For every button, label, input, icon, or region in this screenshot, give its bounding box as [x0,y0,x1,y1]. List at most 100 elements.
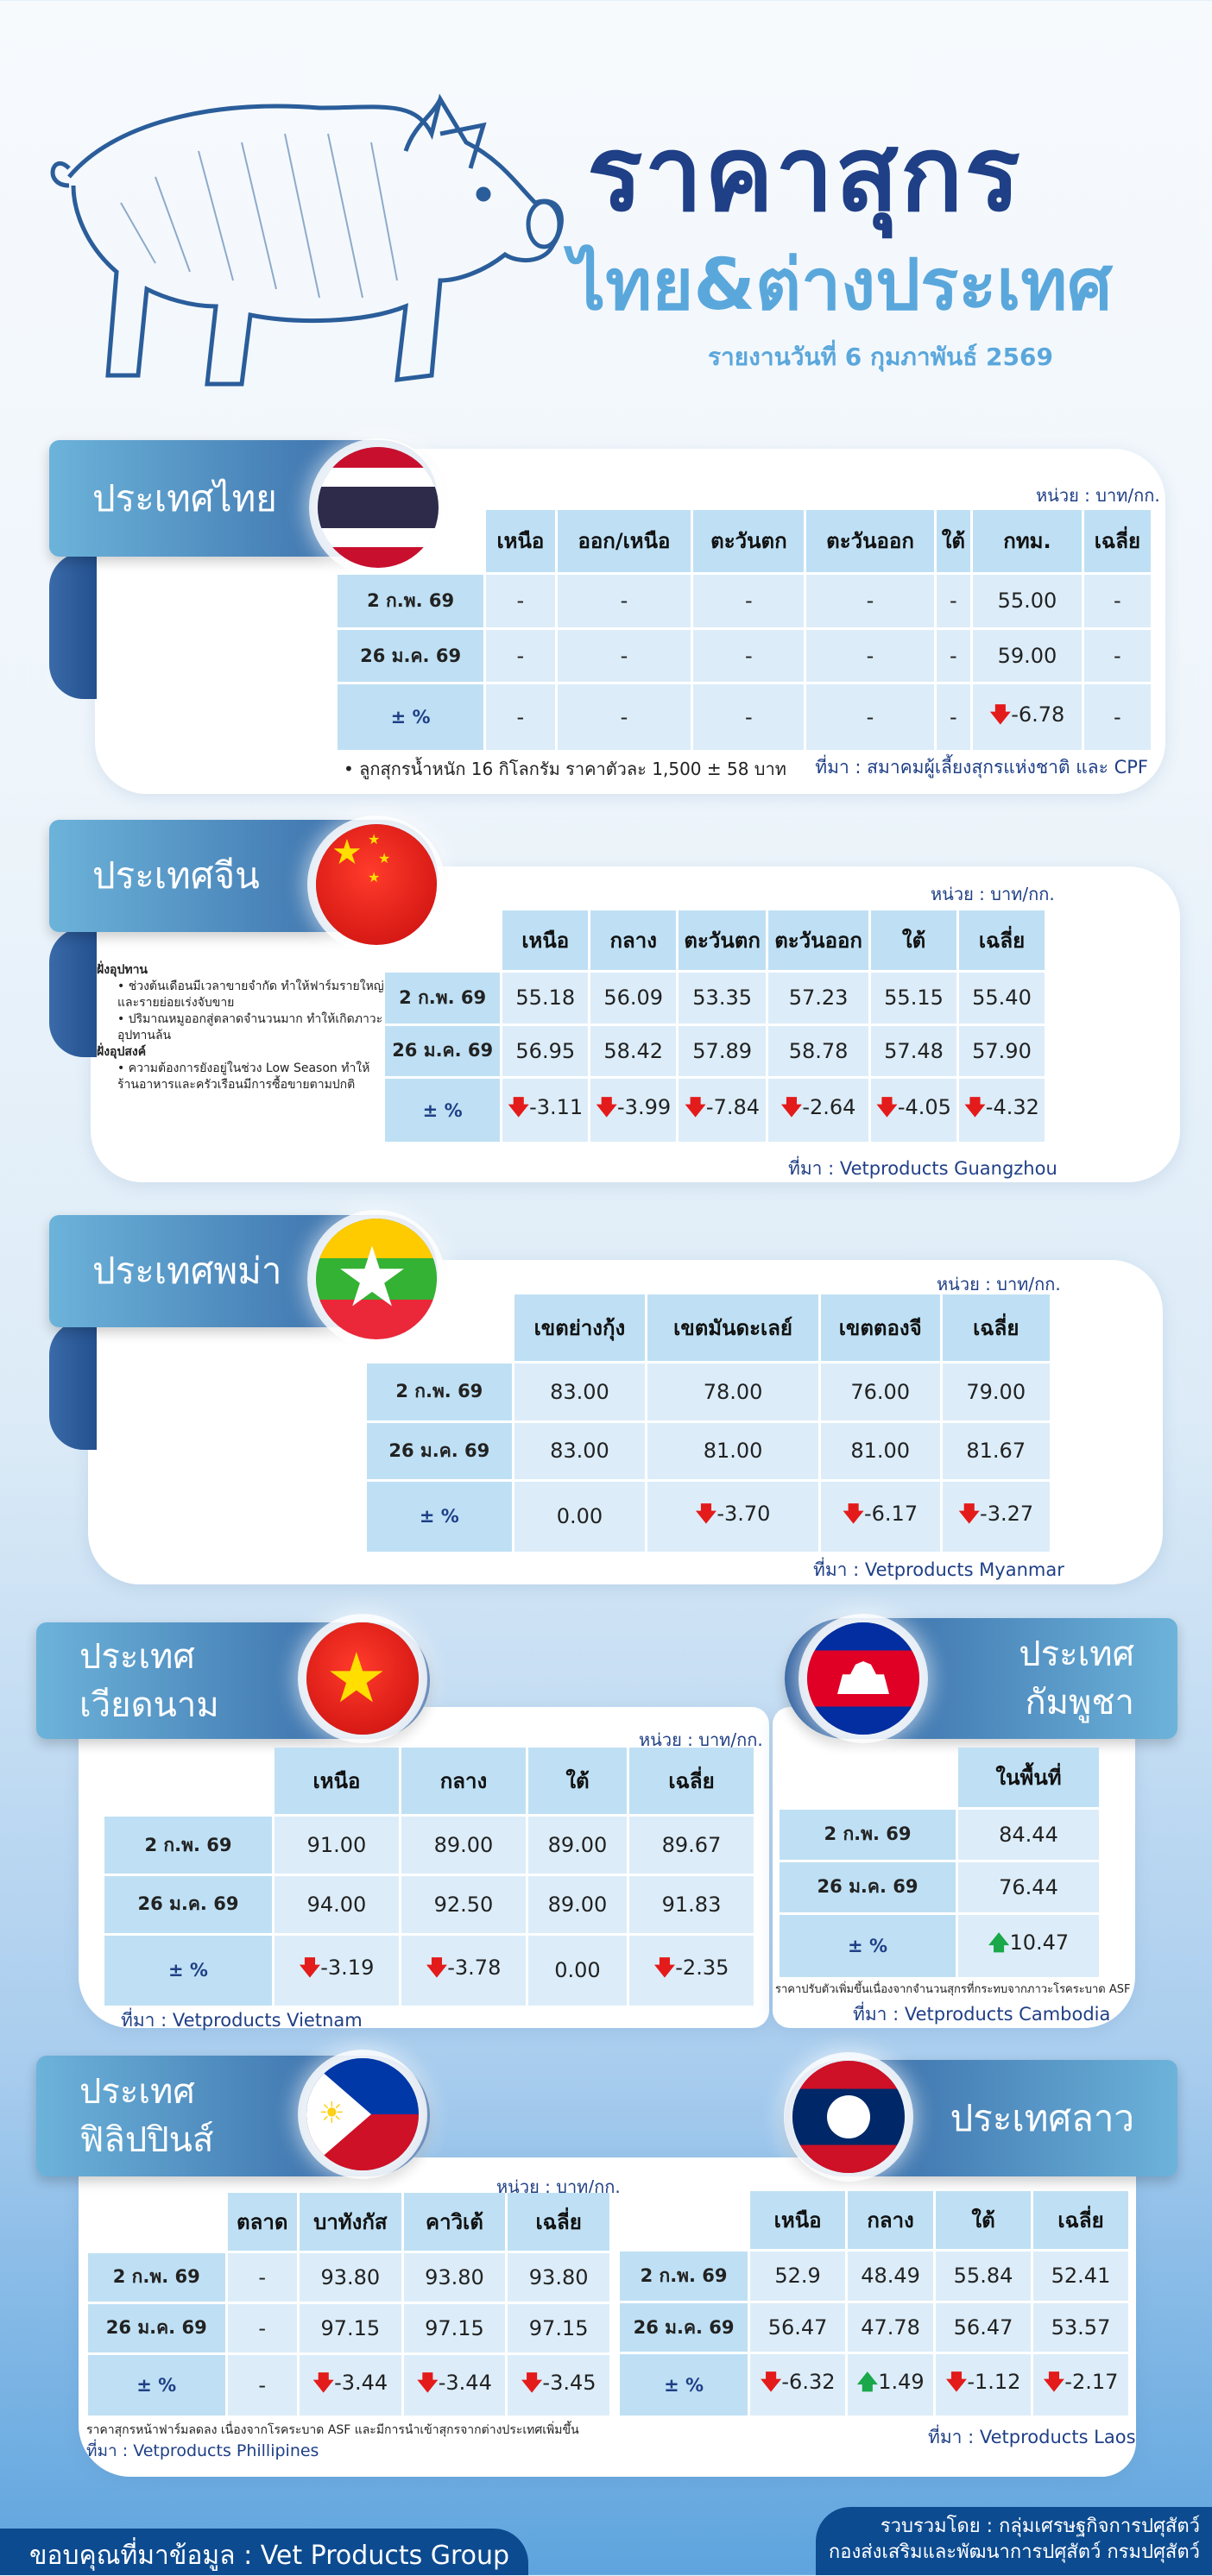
value: -6.78 [1011,702,1065,727]
value: - [620,705,628,730]
country-name: ประเทศลาว [950,2096,1134,2139]
price-cell: 53.57 [1033,2302,1128,2352]
price-cell: 🡇-6.32 [750,2354,846,2415]
value: - [516,644,525,669]
value: -3.45 [542,2370,597,2395]
country-name: ประเทศพม่า [92,1250,282,1292]
value: 55.15 [884,986,944,1011]
price-cell: 97.15 [508,2303,609,2353]
footer-compiled: รวบรวมโดย : กลุ่มเศรษฐกิจการปศุสัตว์ กอง… [816,2507,1212,2575]
compiled-line2: กองส่งเสริมและพัฒนาการปศุสัตว์ กรมปศุสัต… [828,2541,1200,2563]
arrow-down-icon: 🡇 [653,1955,676,1980]
price-cell: 97.15 [403,2303,506,2353]
thailand-price-table: เหนือ ออก/เหนือ ตะวันตก ตะวันออก ใต้ กทม. เฉลี… [335,507,1153,753]
table-row: ± % - - - - - 🡇-6.78- [338,684,1151,750]
supply-title: ฝั่งอุปทาน [97,963,148,977]
row-label: 2 ก.พ. 69 [620,2252,748,2301]
value: 93.80 [425,2264,484,2289]
price-cell: 47.78 [848,2302,934,2352]
value: 89.00 [547,1892,608,1917]
table-row: ± % - 🡇-3.44 🡇-3.44 🡇-3.45 [88,2355,609,2415]
row-label: 2 ก.พ. 69 [385,973,501,1023]
value: 56.47 [767,2315,828,2340]
value: -7.84 [705,1095,761,1120]
banner-curl [49,928,97,1057]
value: 52.41 [1051,2264,1111,2289]
column-header: เฉลี่ย [508,2193,609,2251]
thailand-flag-icon [318,447,439,568]
corner-cell [104,1748,272,1814]
unit-label: หน่วย : บาท/กก. [931,884,1055,904]
price-cell: 53.35 [679,973,767,1023]
table-row: 26 ม.ค. 69 56.95 58.42 57.89 58.78 57.48 57.90 [385,1025,1045,1077]
value: -2.35 [675,1955,729,1980]
header-row: เหนือ กลาง ใต้ เฉลี่ย [620,2191,1128,2250]
value: -3.99 [617,1095,672,1120]
value: 91.00 [306,1833,367,1858]
price-cell: 83.00 [514,1422,646,1479]
table-row: 2 ก.พ. 69 55.18 56.09 53.35 57.23 55.15 55.40 [385,973,1045,1023]
value: - [950,705,957,730]
price-cell: - [227,2355,297,2415]
price-cell: 89.00 [527,1876,627,1933]
value: - [1114,705,1121,730]
value: 97.15 [528,2315,589,2340]
column-header: ตลาด [227,2193,297,2251]
price-cell: 🡇-6.78 [973,684,1082,750]
source: ที่มา : Vetproducts Cambodia [853,2004,1111,2025]
value: 59.00 [997,644,1057,669]
price-cell: 79.00 [942,1364,1050,1420]
price-cell: - [693,684,805,750]
price-cell: 🡅10.47 [958,1914,1099,1977]
corner-cell [88,2193,225,2251]
table-row: 26 ม.ค. 69 94.00 92.50 89.00 91.83 [104,1876,754,1933]
price-cell: 🡇-3.19 [274,1935,399,2006]
table-row: ± % 0.00 🡇-3.70 🡇-6.17 🡇-3.27 [367,1481,1050,1552]
row-label: ± % [367,1481,512,1552]
source: ที่มา : Vetproducts Vietnam [121,2010,363,2031]
price-cell: 🡅1.49 [848,2354,934,2415]
footer-thanks: ขอบคุณที่มาข้อมูล : Vet Products Group [0,2529,528,2575]
banner-curl [49,1320,97,1450]
price-cell: 89.67 [628,1817,754,1874]
arrow-down-icon: 🡇 [695,1501,717,1526]
value: - [516,589,525,614]
unit-label: หน่วย : บาท/กก. [639,1729,763,1750]
value: 79.00 [966,1379,1026,1404]
value: - [516,705,525,730]
price-cell: 🡇-3.78 [401,1935,526,2006]
price-cell: 97.15 [299,2303,401,2353]
laos-price-table: เหนือ กลาง ใต้ เฉลี่ย 2 ก.พ. 69 52.9 48.49 55.8… [617,2189,1131,2418]
country-name-line1: ประเทศ [1019,1634,1134,1674]
price-cell: 58.78 [768,1025,869,1077]
value: 81.00 [703,1439,763,1464]
myanmar-price-table: เขตย่างกุ้ง เขตมันดะเลย์ เขตตองจี เฉลี่ย 2 ก… [364,1292,1052,1554]
table-row: 26 ม.ค. 69 56.47 47.78 56.47 53.57 [620,2302,1128,2352]
price-cell: 52.41 [1033,2252,1128,2301]
price-cell: 58.42 [590,1025,677,1077]
table-row: 26 ม.ค. 69 - - - - - 59.00 - [338,629,1151,683]
column-header: กลาง [848,2191,934,2250]
price-cell: 81.00 [820,1422,940,1479]
value: - [745,589,753,614]
table-row: 2 ก.พ. 69 84.44 [780,1809,1099,1860]
row-label: 26 ม.ค. 69 [367,1422,512,1479]
price-cell: - [227,2303,297,2353]
corner-cell [780,1748,956,1807]
value: 83.00 [550,1379,609,1404]
column-header: ใต้ [936,510,971,572]
price-cell: 55.18 [502,973,589,1023]
price-cell: 89.00 [401,1817,526,1874]
column-header: เฉลี่ย [959,910,1045,971]
arrow-down-icon: 🡇 [426,1955,448,1980]
value: - [620,589,628,614]
value: 83.00 [550,1439,609,1464]
price-cell: - [806,574,934,627]
column-header: เฉลี่ย [1033,2191,1128,2250]
price-cell: - [486,574,555,627]
country-name-line2: เวียดนาม [79,1685,219,1725]
price-cell: 57.89 [679,1025,767,1077]
table-row: 2 ก.พ. 69 83.00 78.00 76.00 79.00 [367,1364,1050,1420]
demand-note: • ความต้องการยังอยู่ในช่วง Low Season ทำ… [117,1061,370,1092]
value: 78.00 [703,1379,763,1404]
